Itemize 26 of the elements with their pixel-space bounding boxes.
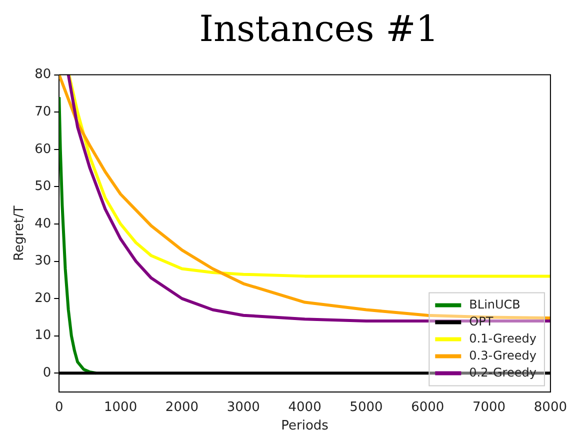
x-tick-label: 1000 bbox=[104, 400, 138, 415]
chart-title: Instances #1 bbox=[198, 8, 440, 52]
y-tick-label: 70 bbox=[34, 104, 52, 120]
x-tick-label: 0 bbox=[55, 400, 64, 415]
y-tick-label: 30 bbox=[34, 254, 52, 269]
x-tick-label: 3000 bbox=[226, 400, 260, 415]
y-tick-label: 60 bbox=[34, 142, 52, 157]
x-tick-label: 8000 bbox=[534, 400, 568, 415]
x-axis-title: Periods bbox=[281, 418, 329, 434]
y-tick-label: 40 bbox=[34, 216, 52, 232]
y-tick-label: 0 bbox=[42, 366, 52, 381]
legend-label: OPT bbox=[469, 314, 494, 328]
y-tick-label: 80 bbox=[34, 67, 52, 82]
y-tick-label: 10 bbox=[34, 328, 52, 344]
legend-label: 0.1-Greedy bbox=[469, 331, 536, 346]
x-tick-label: 2000 bbox=[165, 400, 199, 415]
y-axis-title: Regret/T bbox=[12, 206, 28, 261]
y-tick-label: 50 bbox=[34, 179, 52, 194]
x-tick-label: 7000 bbox=[472, 400, 506, 415]
x-tick-label: 4000 bbox=[288, 400, 322, 415]
y-tick-label: 20 bbox=[34, 290, 52, 306]
x-tick-label: 5000 bbox=[350, 400, 383, 415]
legend-label: 0.2-Greedy bbox=[469, 365, 536, 380]
legend-label: BLinUCB bbox=[469, 297, 520, 312]
legend-label: 0.3-Greedy bbox=[469, 348, 536, 362]
x-tick-label: 6000 bbox=[411, 400, 444, 415]
